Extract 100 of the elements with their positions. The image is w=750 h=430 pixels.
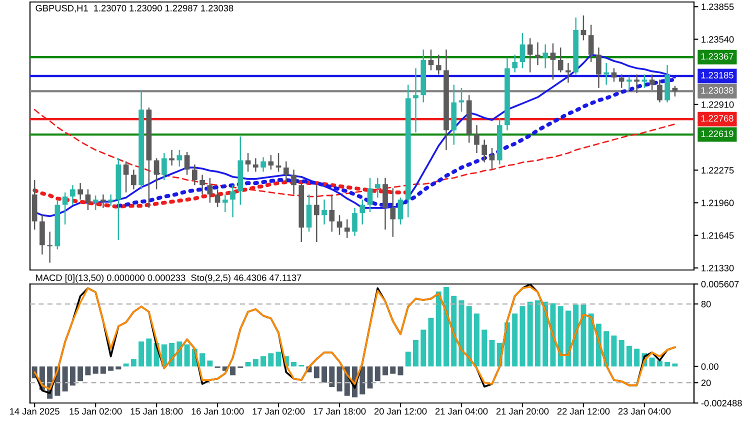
candlestick [588, 24, 594, 63]
candlestick [276, 152, 282, 172]
candlestick [245, 152, 251, 172]
bar [542, 302, 548, 366]
y-tick-label: 1.23855 [702, 4, 734, 10]
candlestick [352, 207, 358, 236]
bar [252, 359, 258, 366]
bar [268, 353, 274, 366]
bar [656, 360, 662, 366]
bar [649, 358, 655, 366]
candlestick [283, 160, 289, 183]
bar [580, 304, 586, 366]
x-tick-label: 21 Jan 04:00 [435, 408, 488, 415]
candlestick [230, 184, 236, 218]
bar [108, 366, 114, 371]
bar [466, 306, 472, 366]
candlestick [78, 182, 83, 200]
candlestick [344, 218, 350, 239]
candlestick [252, 158, 258, 172]
candlestick [626, 76, 632, 91]
candlestick [100, 194, 106, 209]
candlestick [611, 68, 617, 82]
bar [92, 366, 98, 374]
candlestick [657, 78, 662, 103]
bar [573, 304, 579, 366]
ref-line-label: 1.23185 [701, 72, 734, 78]
bar [329, 366, 335, 388]
candlestick [618, 74, 624, 89]
candlestick [92, 194, 98, 211]
candlestick [428, 48, 434, 71]
candlestick [535, 42, 540, 66]
bar [390, 366, 396, 374]
x-tick-label: 15 Jan 02:00 [70, 408, 122, 415]
bar [360, 366, 366, 394]
y-tick-label: 1.21330 [702, 264, 734, 272]
candlestick [489, 147, 495, 170]
y-tick-label: 1.22275 [702, 167, 734, 174]
candlestick [367, 177, 373, 213]
candlestick [642, 74, 648, 89]
candlestick [336, 214, 342, 236]
candlestick [374, 177, 380, 198]
x-tick-label: 16 Jan 10:00 [192, 408, 244, 415]
candlestick [306, 194, 312, 232]
candlestick [520, 32, 526, 69]
bar [534, 300, 540, 366]
candlestick [580, 14, 586, 41]
candlestick [184, 151, 190, 176]
candlestick [390, 188, 396, 238]
bar [413, 340, 418, 366]
bar [588, 314, 594, 366]
bar [604, 331, 610, 366]
candlestick [85, 188, 91, 211]
x-tick-label: 17 Jan 02:00 [252, 408, 305, 415]
ref-line-label: 1.23367 [701, 53, 734, 60]
candlestick [214, 188, 220, 208]
candlestick [314, 184, 320, 243]
bar [420, 330, 426, 366]
bar [207, 360, 213, 366]
bar [634, 348, 640, 366]
bar [314, 366, 320, 378]
candlestick [70, 184, 76, 206]
candlestick [550, 42, 556, 80]
candlestick [413, 68, 418, 134]
candlestick [360, 199, 366, 226]
candlestick [329, 194, 335, 232]
candlestick [512, 54, 518, 73]
candlestick [222, 194, 228, 213]
candlestick [322, 199, 327, 226]
y-tick-label: 0.00 [701, 363, 718, 370]
candlestick [649, 74, 655, 91]
y-tick-label: 0.005607 [701, 280, 739, 288]
bar [611, 336, 617, 366]
candlestick [291, 169, 296, 196]
bar [276, 352, 282, 366]
candlestick [207, 177, 213, 204]
bar [527, 302, 533, 366]
candlestick [566, 62, 571, 84]
bar [512, 314, 518, 366]
candlestick [596, 46, 602, 89]
bar [85, 366, 91, 376]
bar [382, 366, 388, 376]
bar [451, 296, 457, 366]
bar [146, 338, 152, 366]
bar [489, 340, 495, 366]
candlestick [108, 194, 114, 206]
bar [474, 314, 480, 366]
bar [458, 300, 464, 366]
candlestick [474, 124, 480, 154]
candlestick [458, 87, 464, 112]
candlestick [47, 231, 52, 264]
bar [550, 303, 556, 366]
bar [200, 353, 206, 366]
candlestick [482, 138, 488, 164]
candlestick [436, 54, 442, 76]
y-tick-label: 1.23540 [702, 36, 734, 43]
candlestick [200, 174, 205, 196]
y2-tick-label: 80 [701, 300, 711, 308]
bar [482, 330, 488, 366]
bar [664, 362, 670, 366]
bar [78, 366, 84, 382]
